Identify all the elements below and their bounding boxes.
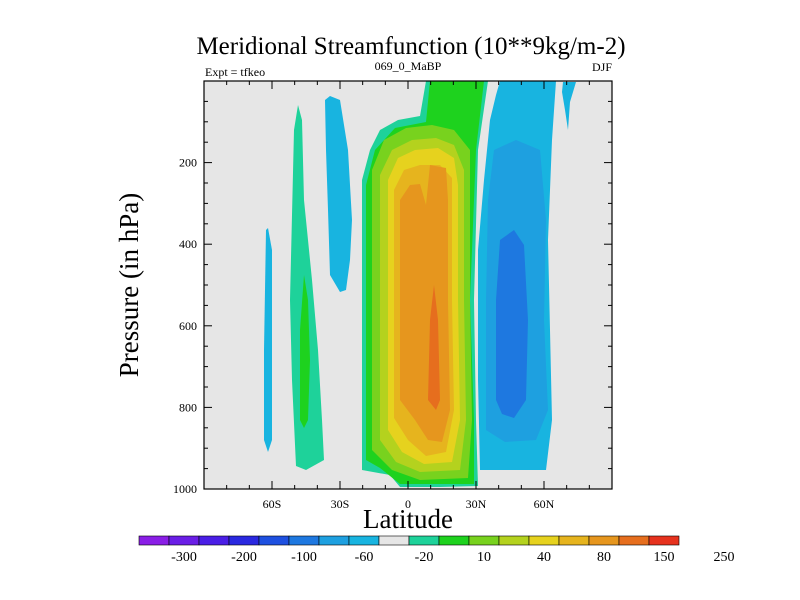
colorbar-swatch <box>348 535 380 546</box>
chart-title: Meridional Streamfunction (10**9kg/m-2) <box>196 33 625 60</box>
colorbar-label: 80 <box>597 550 611 565</box>
contour-level-250a <box>400 165 450 442</box>
x-tick-label: 60N <box>534 497 555 511</box>
colorbar-swatch <box>378 535 410 546</box>
contour-ferrel-level-10 <box>290 105 324 470</box>
x-axis-label: Latitude <box>363 504 453 534</box>
colorbar-swatch <box>468 535 500 546</box>
colorbar-swatch <box>528 535 560 546</box>
colorbar-label: -200 <box>231 550 257 565</box>
colorbar-label: -300 <box>171 550 197 565</box>
contour-level-neg40 <box>496 230 528 418</box>
colorbar: -300 -200 -100 -60 -20 10 40 80 150 250 <box>138 535 735 565</box>
left-string: Expt = tfkeo <box>205 65 265 79</box>
colorbar-swatch <box>618 535 650 546</box>
x-tick-label: 0 <box>405 497 411 511</box>
y-axis-label: Pressure (in hPa) <box>114 193 144 377</box>
y-tick-label: 1000 <box>173 482 197 496</box>
colorbar-swatch <box>228 535 260 546</box>
colorbar-swatch <box>318 535 350 546</box>
colorbar-swatch <box>588 535 620 546</box>
colorbar-label: 10 <box>477 550 491 565</box>
x-axis-ticks: 60S 30S 0 30N 60N <box>226 81 590 511</box>
colorbar-swatch <box>288 535 320 546</box>
colorbar-swatch <box>408 535 440 546</box>
contour-ferrel-level-40 <box>300 275 310 428</box>
y-tick-label: 800 <box>179 400 197 414</box>
y-tick-label: 200 <box>179 156 197 170</box>
colorbar-swatch <box>438 535 470 546</box>
colorbar-label: 150 <box>654 550 675 565</box>
colorbar-swatch <box>258 535 290 546</box>
colorbar-swatch <box>498 535 530 546</box>
contour-fills <box>264 81 576 487</box>
y-axis-ticks: 200 400 600 800 1000 <box>173 100 612 496</box>
contour-level-250b <box>428 285 440 410</box>
colorbar-label: -60 <box>355 550 374 565</box>
x-tick-label: 60S <box>263 497 282 511</box>
colorbar-label: -20 <box>415 550 434 565</box>
y-tick-label: 400 <box>179 237 197 251</box>
x-tick-label: 30N <box>466 497 487 511</box>
contour-northpolar-negative <box>562 82 576 130</box>
colorbar-swatch <box>168 535 200 546</box>
colorbar-label: 250 <box>714 550 735 565</box>
center-string: 069_0_MaBP <box>375 59 442 73</box>
colorbar-swatch <box>198 535 230 546</box>
contour-midlat-negative <box>325 96 352 292</box>
colorbar-swatch <box>138 535 170 546</box>
contour-polar-negative <box>264 228 272 452</box>
colorbar-label: 40 <box>537 550 551 565</box>
colorbar-label: -100 <box>291 550 317 565</box>
colorbar-swatch <box>648 535 680 546</box>
colorbar-swatch <box>558 535 590 546</box>
x-tick-label: 30S <box>331 497 350 511</box>
y-tick-label: 600 <box>179 319 197 333</box>
right-string: DJF <box>592 60 612 74</box>
